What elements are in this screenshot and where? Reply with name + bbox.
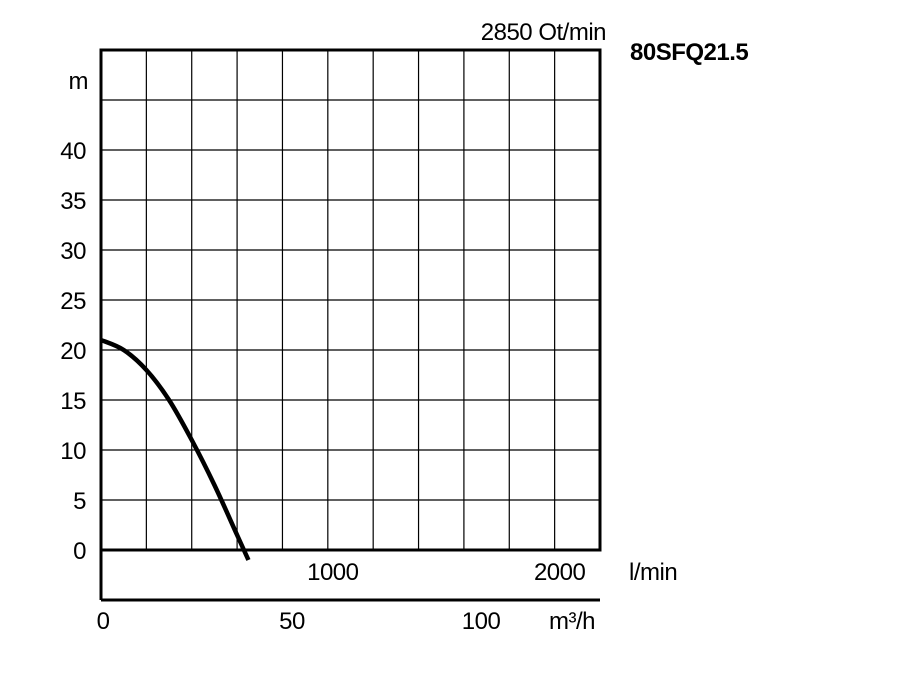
chart-grid (101, 50, 600, 550)
y-tick-label: 20 (60, 338, 86, 365)
x-tick-label-m3h: 0 (97, 608, 110, 635)
y-axis-label: m (69, 68, 89, 95)
y-tick-label: 15 (60, 388, 86, 415)
y-tick-label: 35 (60, 188, 86, 215)
chart-series (100, 337, 251, 561)
y-tick-label: 5 (73, 488, 86, 515)
plot-border (99, 48, 602, 552)
chart-labels: m 2850 Ot/min 80SFQ21.5 l/min m³/h 0 5 10 1… (60, 19, 749, 635)
chart-title: 80SFQ21.5 (630, 39, 748, 66)
x-tick-label-lmin: 1000 (307, 559, 359, 586)
x-axis-label-primary: l/min (629, 559, 677, 586)
y-tick-label: 40 (60, 138, 86, 165)
x-tick-label-lmin: 2000 (534, 559, 586, 586)
chart-subtitle: 2850 Ot/min (481, 19, 606, 46)
chart-frame (99, 48, 602, 602)
pump-performance-curve (100, 337, 251, 561)
y-tick-label: 30 (60, 238, 86, 265)
y-tick-label: 10 (60, 438, 86, 465)
x-tick-label-m3h: 50 (279, 608, 305, 635)
x-tick-label-m3h: 100 (462, 608, 501, 635)
x-axis-label-secondary: m³/h (549, 608, 595, 635)
y-tick-label: 0 (73, 538, 86, 565)
y-tick-label: 25 (60, 288, 86, 315)
